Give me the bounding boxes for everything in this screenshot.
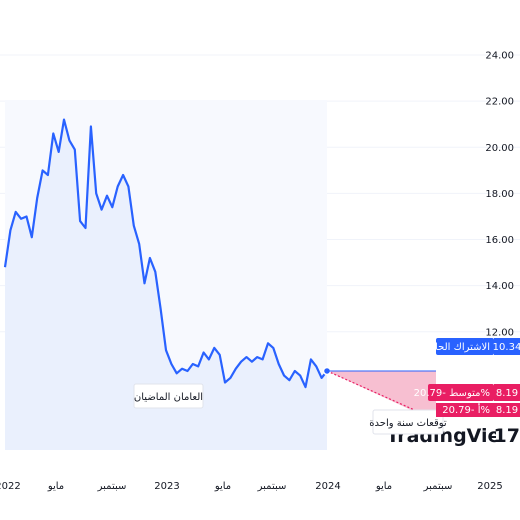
x-tick-label: سبتمبر — [97, 481, 127, 492]
past-period-label: العامان الماضيان — [133, 383, 204, 409]
y-tick-label: 22.00 — [485, 97, 514, 108]
forecast-avg-label: متوسط -20.79% — [414, 388, 490, 399]
x-tick-label: 2025 — [477, 481, 502, 492]
tradingview-mark: 17 — [494, 420, 520, 447]
y-tick-label: 20.00 — [485, 143, 514, 154]
y-tick-label: 18.00 — [485, 189, 514, 200]
x-tick-label: سبتمبر — [423, 481, 453, 492]
x-tick-label: 2023 — [154, 481, 179, 492]
price-area-fill — [5, 119, 327, 450]
past-period-text: العامان الماضيان — [134, 392, 203, 403]
y-axis: 24.00 22.00 20.00 18.00 16.00 14.00 12.00 — [485, 51, 514, 339]
y-tick-label: 12.00 — [485, 327, 514, 338]
y-tick-label: 14.00 — [485, 281, 514, 292]
forecast-cone — [327, 370, 436, 422]
x-tick-label: 2022 — [0, 481, 21, 492]
forecast-avg-value: 8.19 — [496, 388, 518, 399]
x-tick-label: سبتمبر — [257, 481, 287, 492]
x-tick-label: 2024 — [315, 481, 340, 492]
forecast-partial-label: أ -20.79% — [442, 403, 490, 416]
forecast-partial-value: 8.19 — [496, 405, 518, 416]
forecast-period-label: توقعات سنة واحدة — [369, 409, 447, 435]
current-price-tag: الاشتراك الحالي 10.34 — [424, 338, 520, 355]
x-tick-label: مايو — [47, 481, 64, 492]
x-axis: 2022 مايو سبتمبر 2023 مايو سبتمبر 2024 مايو سبتم… — [0, 481, 503, 492]
x-tick-label: مايو — [214, 481, 231, 492]
forecast-avg-tag: متوسط -20.79% 8.19 — [414, 384, 520, 401]
y-tick-label: 16.00 — [485, 235, 514, 246]
tradingview-icon: 17 — [494, 425, 520, 447]
price-line — [3, 118, 328, 389]
x-tick-label: مايو — [375, 481, 392, 492]
forecast-partial-tag: أ -20.79% 8.19 — [436, 403, 520, 417]
current-price-value: 10.34 — [493, 342, 520, 353]
y-tick-label: 24.00 — [485, 51, 514, 62]
forecast-period-text: توقعات سنة واحدة — [369, 418, 447, 429]
current-price-label: الاشتراك الحالي — [424, 342, 490, 353]
